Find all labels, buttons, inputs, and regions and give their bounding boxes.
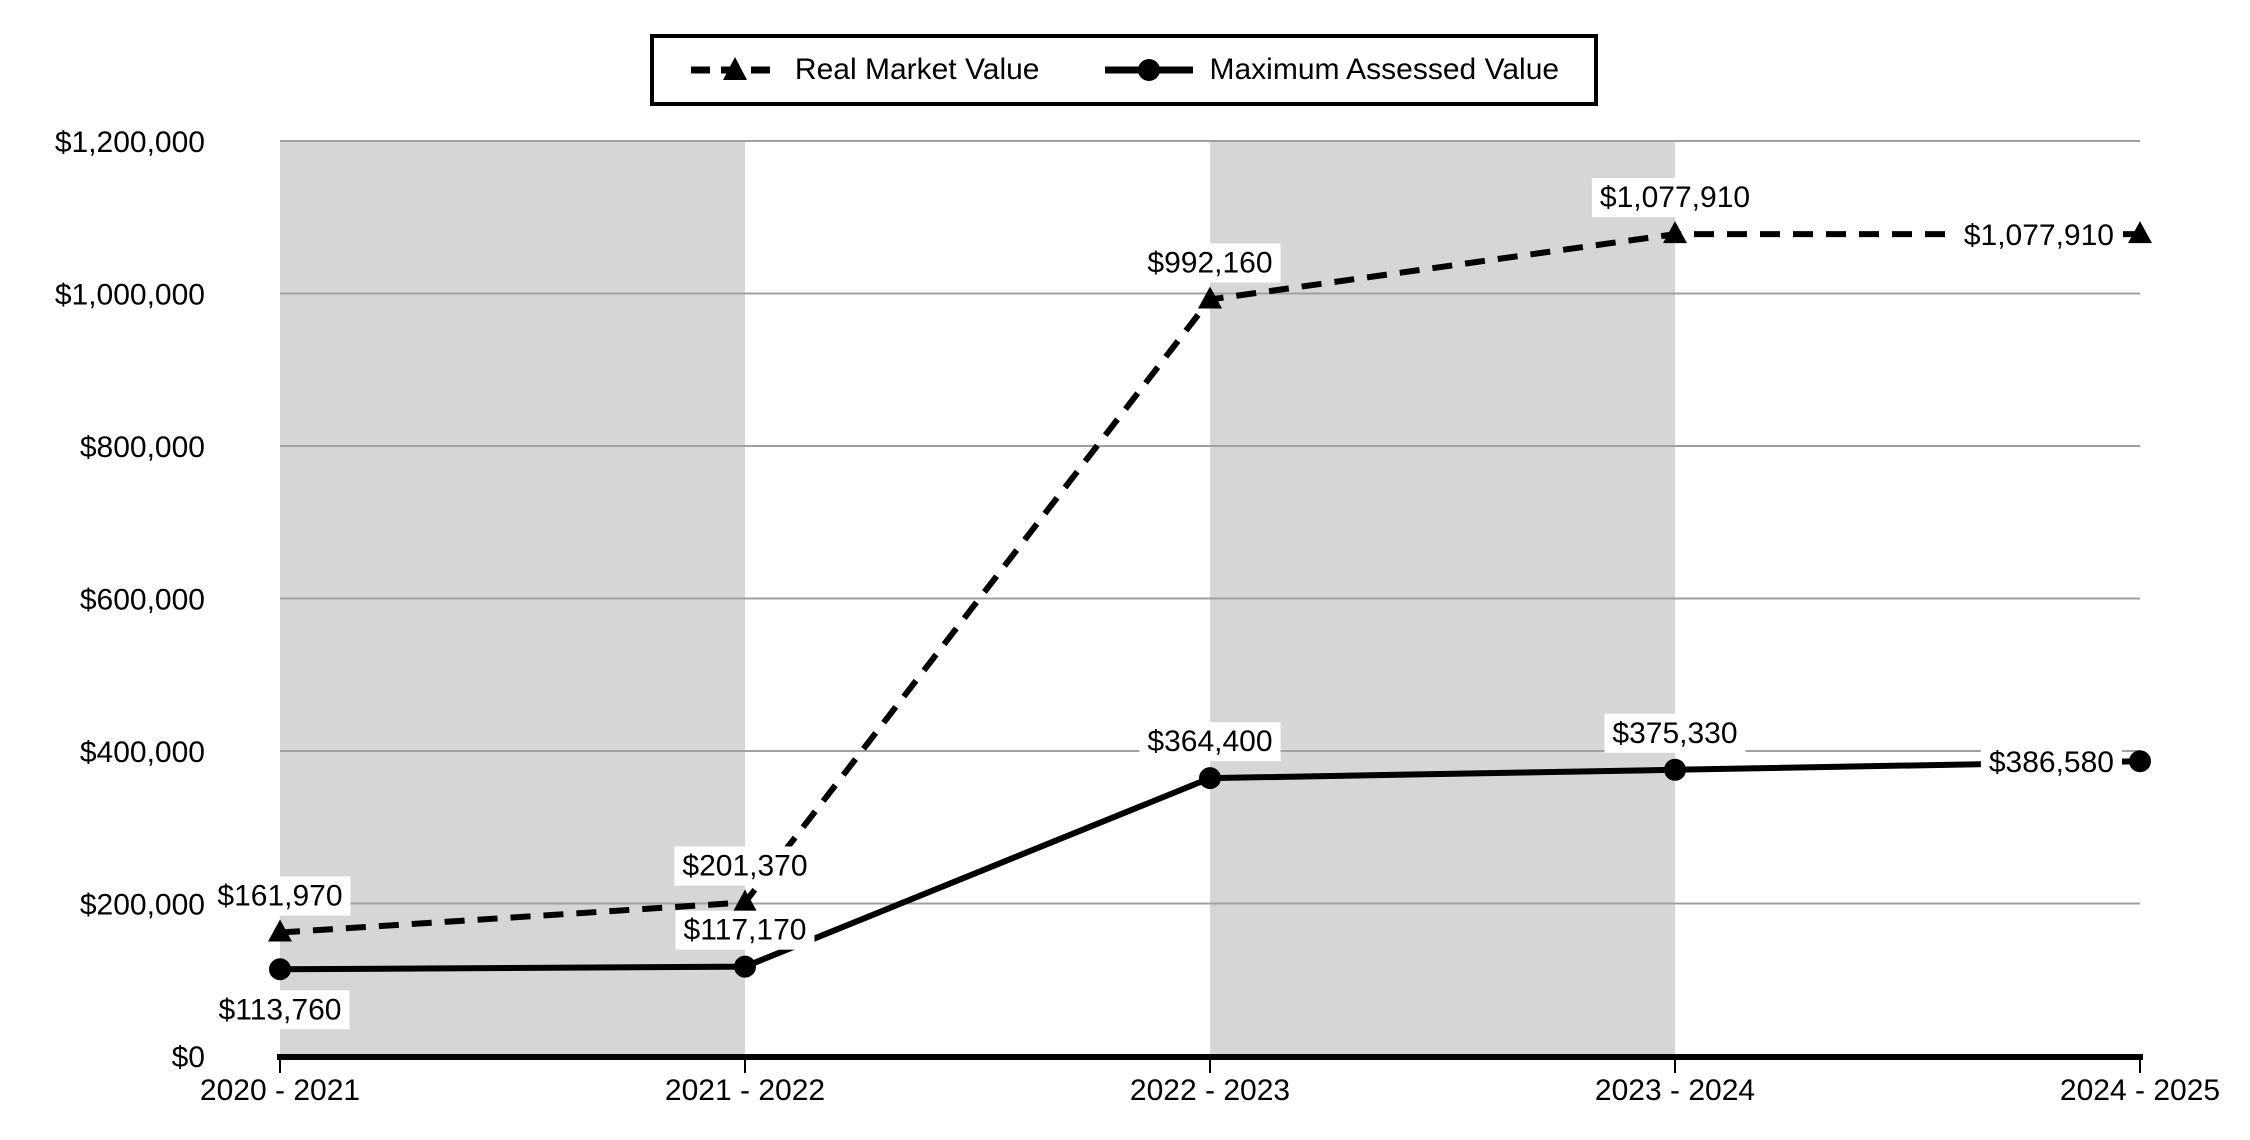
data-label-bg [210, 990, 350, 1030]
circle-marker [1664, 758, 1686, 781]
triangle-marker [733, 889, 757, 912]
triangle-marker [1198, 286, 1222, 309]
y-axis-tick-label: $400,000 [80, 736, 205, 769]
triangle-marker [2128, 221, 2152, 244]
data-label-bg [1980, 743, 2122, 783]
data-label: $1,077,910 [1600, 181, 1750, 214]
y-axis-tick-label: $1,200,000 [55, 126, 205, 159]
data-label-bg [675, 910, 815, 950]
circle-marker [2129, 750, 2151, 773]
data-label: $117,170 [684, 914, 807, 947]
data-label-bg [209, 876, 351, 916]
data-label: $375,330 [1612, 717, 1737, 750]
legend: Real Market Value Maximum Assessed Value [650, 34, 1598, 106]
triangle-marker [268, 919, 292, 942]
x-axis-tick-label: 2023 - 2024 [1595, 1074, 1755, 1107]
y-axis-tick-label: $1,000,000 [55, 279, 205, 312]
data-label: $386,580 [1989, 746, 2114, 779]
data-label-bg [1591, 178, 1759, 218]
legend-label-maximum-assessed-value: Maximum Assessed Value [1209, 53, 1560, 86]
data-label-bg [1139, 243, 1281, 283]
data-label-bg [674, 846, 816, 886]
circle-marker [734, 955, 756, 978]
data-label: $201,370 [682, 849, 807, 882]
data-label-bg [1604, 713, 1746, 753]
y-axis-tick-label: $200,000 [80, 889, 205, 922]
x-axis-tick-label: 2024 - 2025 [2060, 1074, 2220, 1107]
legend-label-real-market-value: Real Market Value [794, 53, 1040, 86]
x-axis-tick-label: 2022 - 2023 [1130, 1074, 1290, 1107]
circle-marker [269, 958, 291, 981]
y-axis-tick-label: $800,000 [80, 431, 205, 464]
data-label: $1,077,910 [1964, 219, 2114, 252]
dashed-line-triangle-marker-icon [690, 57, 779, 80]
legend-entry-maximum-assessed-value: Maximum Assessed Value [1103, 53, 1559, 87]
y-axis-tick-label: $600,000 [80, 584, 205, 617]
data-label: $364,400 [1147, 725, 1272, 758]
y-axis-tick-label: $0 [172, 1041, 205, 1074]
legend-entry-real-market-value: Real Market Value [689, 53, 1040, 87]
data-label: $161,970 [217, 879, 342, 912]
triangle-marker [1663, 221, 1687, 244]
solid-line-circle-marker-icon [1105, 59, 1194, 81]
data-label-bg [1139, 722, 1281, 762]
data-label: $113,760 [219, 993, 342, 1026]
x-axis-tick-label: 2020 - 2021 [200, 1074, 360, 1107]
data-label: $992,160 [1147, 246, 1272, 279]
circle-marker [1199, 767, 1221, 790]
data-label-bg [1955, 216, 2122, 256]
x-axis-tick-label: 2021 - 2022 [665, 1074, 825, 1107]
